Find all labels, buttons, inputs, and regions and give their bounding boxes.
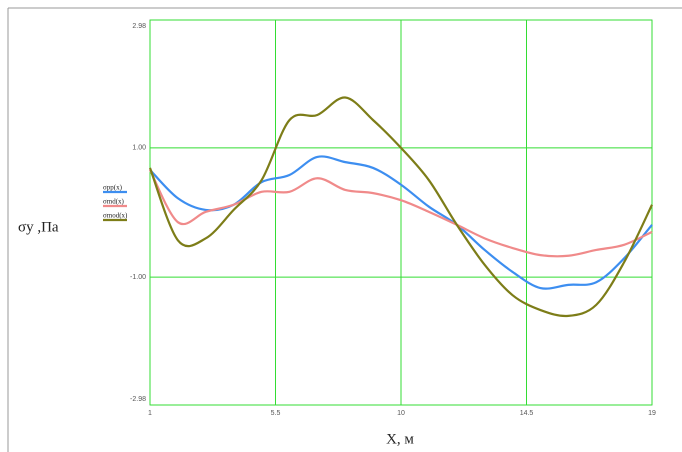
x-axis-label: X, м xyxy=(386,431,414,447)
line-series xyxy=(148,96,653,318)
x-tick-label: 1 xyxy=(148,410,152,417)
legend-label: σpp(x) xyxy=(103,184,123,192)
y-tick-label: 2.98 xyxy=(132,23,146,30)
legend-label: σmd(x) xyxy=(103,198,125,206)
y-tick-label: -1.00 xyxy=(130,274,146,281)
y-tick-label: -2.98 xyxy=(130,396,146,403)
x-tick-label: 14.5 xyxy=(520,410,534,417)
legend-label: σmod(x) xyxy=(103,212,128,220)
x-tick-label: 10 xyxy=(397,410,405,417)
line-series xyxy=(149,169,653,258)
y-tick-label: 1.00 xyxy=(132,145,146,152)
y-axis-label: σy ,Па xyxy=(18,219,59,235)
x-tick-label: 5.5 xyxy=(271,410,281,417)
x-tick-label: 19 xyxy=(648,410,656,417)
